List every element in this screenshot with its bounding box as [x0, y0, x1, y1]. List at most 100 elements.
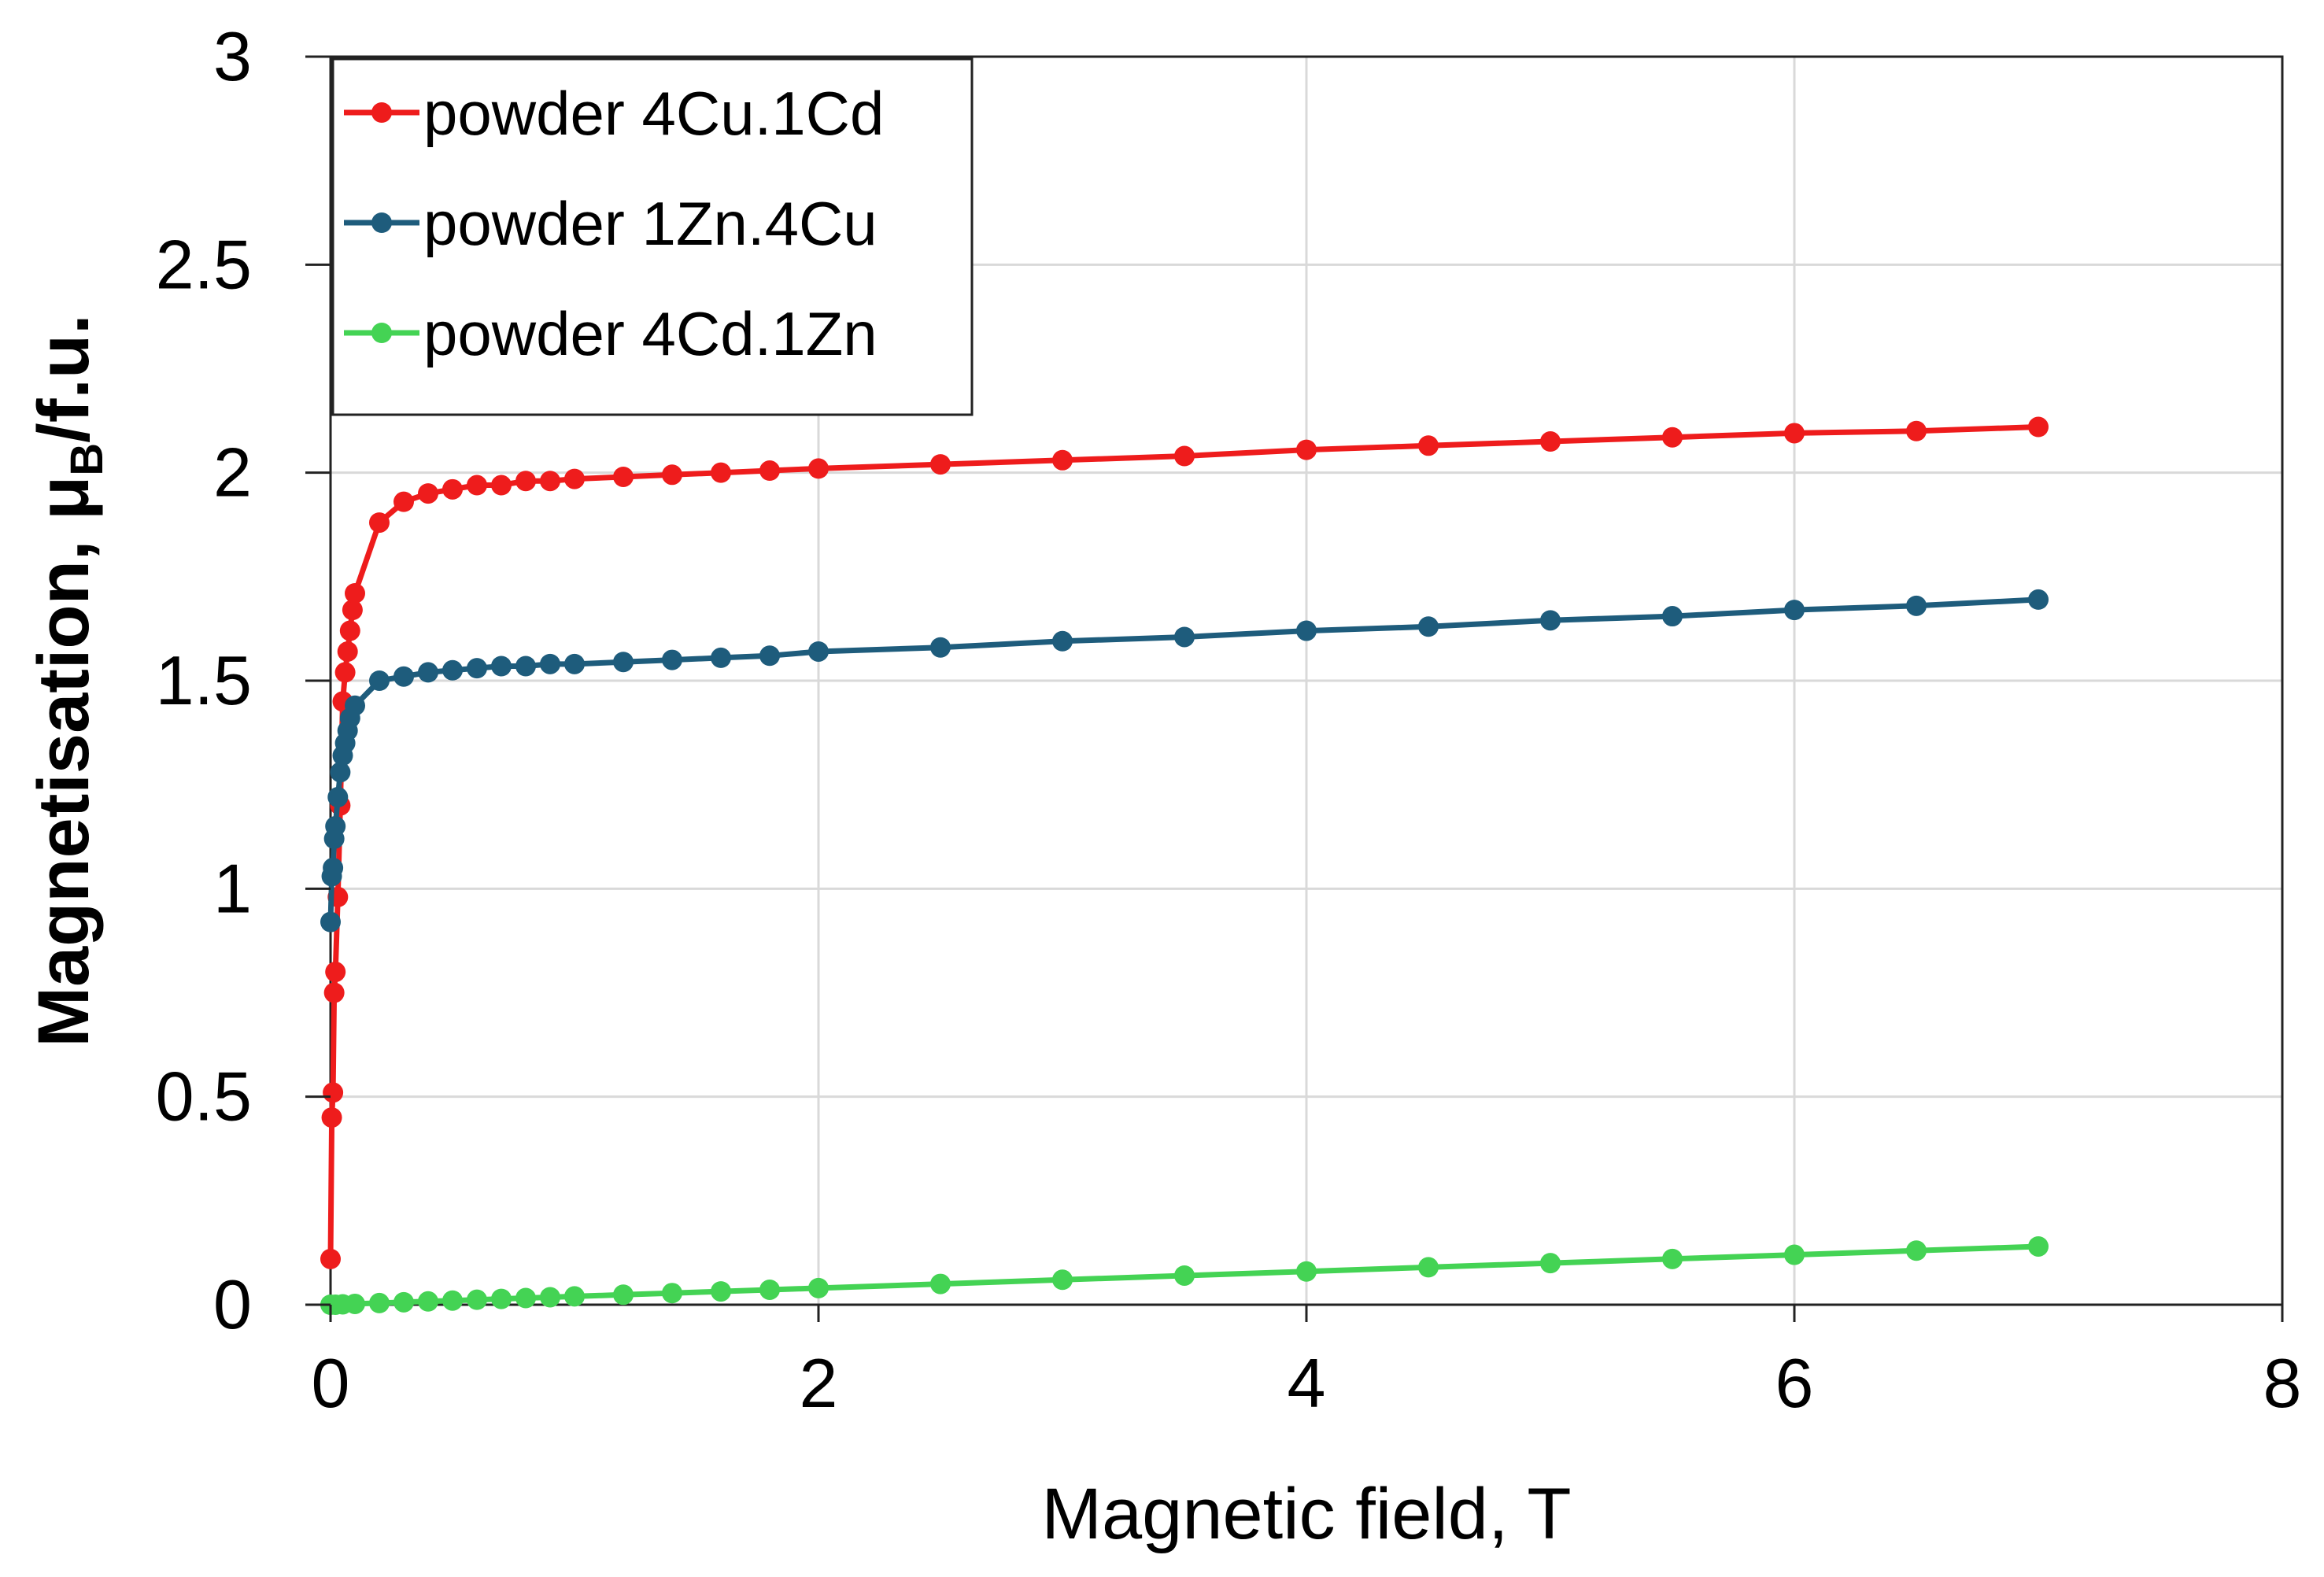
data-point — [515, 471, 536, 492]
data-point — [711, 647, 731, 668]
data-point — [327, 787, 349, 808]
data-point — [393, 1291, 414, 1313]
y-axis-title-main: Magnetisation, μ — [24, 476, 104, 1047]
series-3 — [320, 1235, 2049, 1315]
data-point — [321, 1107, 342, 1128]
data-point — [323, 982, 345, 1003]
data-point — [1540, 431, 1561, 452]
legend-item: powder 1Zn.4Cu — [344, 189, 878, 258]
data-point — [564, 653, 585, 674]
data-point — [491, 1288, 512, 1309]
legend-marker — [371, 102, 392, 123]
y-tick-label: 2.5 — [156, 225, 252, 303]
data-point — [1662, 427, 1683, 448]
data-point — [1418, 1257, 1439, 1278]
data-point — [1784, 1244, 1805, 1265]
data-point — [393, 666, 414, 687]
data-point — [1174, 626, 1195, 648]
data-point — [2028, 1235, 2049, 1257]
data-point — [418, 662, 438, 683]
data-point — [930, 1273, 951, 1294]
data-point — [325, 962, 346, 983]
data-point — [1418, 435, 1439, 456]
data-point — [1052, 630, 1073, 652]
data-point — [323, 857, 344, 878]
data-point — [442, 1290, 463, 1311]
data-point — [1296, 620, 1317, 641]
y-tick-label: 0.5 — [156, 1058, 252, 1136]
data-point — [1906, 1240, 1927, 1261]
data-point — [1174, 445, 1195, 467]
data-point — [1174, 1265, 1195, 1286]
legend-item: powder 4Cd.1Zn — [344, 299, 878, 368]
series-layer — [320, 416, 2049, 1315]
data-point — [540, 653, 560, 674]
data-point — [613, 1284, 634, 1306]
data-point — [467, 475, 487, 496]
data-point — [320, 911, 341, 933]
data-point — [1418, 616, 1439, 637]
x-tick-label: 2 — [800, 1344, 838, 1422]
y-axis-title: Magnetisation, μB/f.u. — [24, 314, 113, 1047]
data-point — [759, 645, 780, 667]
data-point — [1906, 420, 1927, 441]
data-point — [369, 1292, 390, 1313]
data-point — [662, 1283, 682, 1304]
series-2 — [320, 589, 2049, 933]
data-point — [1540, 1253, 1561, 1274]
data-point — [491, 475, 512, 496]
data-point — [342, 600, 363, 621]
data-point — [930, 454, 951, 475]
data-point — [369, 670, 390, 691]
data-point — [662, 464, 682, 486]
data-point — [418, 1291, 438, 1312]
data-point — [613, 652, 634, 673]
legend: powder 4Cu.1Cd powder 1Zn.4Cu powder 4Cd.1… — [331, 57, 974, 416]
x-tick-label: 6 — [1775, 1344, 1814, 1422]
data-point — [930, 637, 951, 658]
legend-marker — [371, 212, 392, 233]
data-point — [540, 471, 560, 492]
data-point — [323, 1082, 344, 1103]
data-point — [2028, 589, 2049, 610]
data-point — [662, 649, 682, 670]
data-point — [418, 483, 438, 504]
data-point — [337, 641, 358, 662]
data-point — [1662, 1248, 1683, 1269]
data-point — [1540, 610, 1561, 631]
data-point — [393, 491, 414, 512]
data-point — [1296, 439, 1317, 460]
data-point — [759, 460, 780, 482]
data-point — [325, 816, 346, 837]
data-point — [442, 478, 463, 500]
data-point — [540, 1287, 560, 1308]
data-point — [808, 458, 829, 479]
legend-item: powder 4Cu.1Cd — [344, 79, 884, 148]
data-point — [1296, 1261, 1317, 1282]
data-point — [1052, 449, 1073, 471]
data-point — [1052, 1269, 1073, 1291]
legend-marker — [371, 323, 392, 343]
y-tick-label: 3 — [213, 17, 252, 95]
data-point — [515, 656, 536, 677]
data-point — [345, 695, 365, 716]
y-tick-label: 2 — [213, 434, 252, 512]
data-point — [442, 659, 463, 681]
data-point — [515, 1287, 536, 1309]
data-point — [334, 662, 356, 683]
tick-labels: 0 0.5 1 1.5 2 2.5 3 0 2 4 6 8 — [156, 17, 2302, 1422]
data-point — [1784, 423, 1805, 444]
x-tick-label: 8 — [2263, 1344, 2302, 1422]
x-tick-label: 0 — [312, 1344, 350, 1422]
data-point — [339, 620, 360, 641]
data-point — [808, 641, 829, 662]
data-point — [369, 512, 390, 534]
data-point — [1784, 600, 1805, 621]
x-axis-title: Magnetic field, T — [1041, 1474, 1571, 1554]
y-tick-label: 0 — [213, 1265, 252, 1343]
data-point — [345, 582, 365, 604]
data-point — [1662, 606, 1683, 627]
data-point — [711, 1281, 731, 1302]
y-axis-title-subscript: B — [61, 443, 113, 476]
